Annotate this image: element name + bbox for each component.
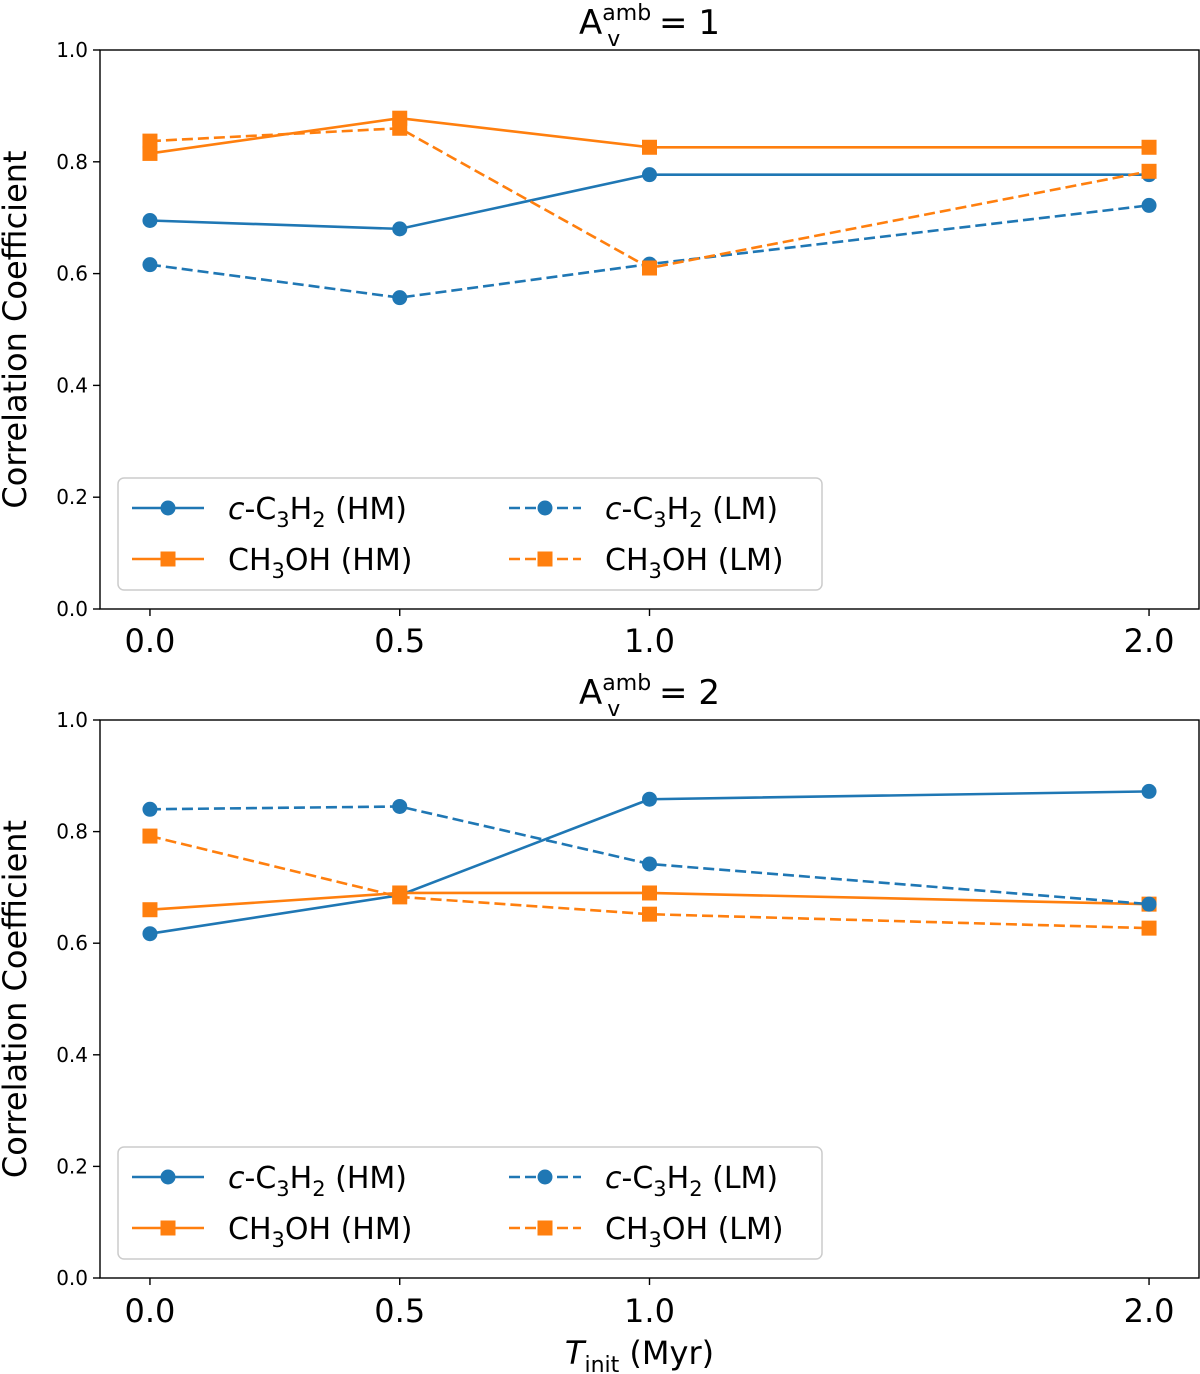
series-c-c3h2-lm-	[142, 197, 1157, 306]
y-axis-label: Correlation Coefficient	[0, 820, 34, 1178]
legend-marker	[537, 1169, 553, 1185]
legend-marker	[537, 1220, 553, 1236]
legend-label: c-C3H2 (HM)	[228, 1161, 407, 1201]
data-point	[1141, 163, 1157, 179]
axes-frame	[99, 719, 1200, 1279]
y-tick-label: 0.6	[56, 931, 88, 955]
data-point	[1141, 896, 1157, 912]
data-point	[142, 902, 158, 918]
data-point	[142, 133, 158, 149]
data-point	[642, 260, 657, 276]
data-point	[642, 167, 657, 183]
legend-item: c-C3H2 (LM)	[509, 1161, 778, 1201]
data-point	[142, 926, 158, 942]
legend-box	[117, 1146, 823, 1260]
legend-marker	[160, 1169, 176, 1185]
x-tick-label: 0.5	[374, 622, 425, 660]
series-ch3oh-lm-	[142, 828, 1157, 936]
y-tick-label: 0.4	[56, 373, 88, 397]
y-tick-label: 0.0	[56, 597, 88, 621]
x-axis-label: Tinit (Myr)	[565, 1334, 714, 1374]
chart-title: Aamb v = 1	[579, 1, 720, 52]
data-point	[642, 885, 657, 901]
legend-item: c-C3H2 (HM)	[132, 492, 407, 532]
x-tick-label: 0.5	[374, 1292, 425, 1330]
y-tick-label: 0.8	[56, 150, 88, 174]
data-point	[392, 221, 408, 237]
series-line	[149, 204, 1150, 299]
series-line	[149, 891, 1150, 912]
data-point	[642, 139, 657, 155]
legend-item: CH3OH (LM)	[509, 543, 784, 583]
data-point	[642, 856, 657, 872]
y-tick-label: 0.0	[56, 1266, 88, 1290]
data-point	[1141, 139, 1157, 155]
chart-title: Aamb v = 2	[579, 671, 720, 722]
x-tick-label: 2.0	[1124, 622, 1175, 660]
axes-frame	[99, 49, 1200, 610]
legend-marker	[160, 551, 176, 567]
series-line	[149, 173, 1150, 231]
chart-panel-2: Aamb v = 2 0.0 0.2 0.4 0.6 0.8 1.0 0.0 0.5 1.0 2.0 C…	[0, 671, 1200, 1374]
legend-label: c-C3H2 (LM)	[605, 492, 778, 532]
y-axis-label: Correlation Coefficient	[0, 150, 34, 508]
legend: c-C3H2 (HM) CH3OH (HM) c-C3H2 (LM) CH3OH (L…	[117, 1146, 823, 1260]
data-point	[1141, 783, 1157, 799]
data-point	[392, 120, 408, 136]
data-point	[642, 906, 657, 922]
data-point	[142, 257, 158, 273]
series-ch3oh-hm-	[142, 110, 1157, 161]
series-line	[149, 805, 1150, 906]
legend-label: CH3OH (LM)	[605, 1212, 784, 1252]
data-point	[142, 801, 158, 817]
data-point	[392, 290, 408, 306]
y-tick-label: 0.2	[56, 1154, 88, 1178]
legend-label: c-C3H2 (HM)	[228, 492, 407, 532]
x-tick-label: 0.0	[125, 1292, 176, 1330]
series-line	[149, 790, 1150, 935]
legend: c-C3H2 (HM) CH3OH (HM) c-C3H2 (LM) CH3OH (L…	[117, 477, 823, 591]
chart-panel-1: Aamb v = 1 0.0 0.2 0.4 0.6 0.8 1.0 0.0 0.5 1.0 2.0 C…	[0, 1, 1200, 660]
x-tick-label: 2.0	[1124, 1292, 1175, 1330]
series-line	[149, 116, 1150, 155]
data-point	[142, 828, 158, 844]
y-tick-label: 0.4	[56, 1043, 88, 1067]
data-point	[1141, 197, 1157, 213]
legend-label: CH3OH (HM)	[228, 1212, 412, 1252]
legend-label: CH3OH (HM)	[228, 543, 412, 583]
data-point	[142, 212, 158, 228]
data-point	[392, 798, 408, 814]
data-point	[642, 791, 657, 807]
x-tick-label: 1.0	[624, 1292, 675, 1330]
legend-marker	[537, 500, 553, 516]
series-line	[149, 834, 1150, 930]
legend-marker	[537, 551, 553, 567]
legend-marker	[160, 500, 176, 516]
x-tick-label: 1.0	[624, 622, 675, 660]
series-ch3oh-lm-	[142, 120, 1157, 276]
legend-label: CH3OH (LM)	[605, 543, 784, 583]
y-tick-label: 0.2	[56, 485, 88, 509]
legend-label: c-C3H2 (LM)	[605, 1161, 778, 1201]
legend-marker	[160, 1220, 176, 1236]
legend-item: CH3OH (HM)	[132, 543, 412, 583]
y-tick-label: 0.6	[56, 262, 88, 286]
data-point	[392, 889, 408, 905]
y-tick-label: 1.0	[56, 38, 88, 62]
data-point	[142, 145, 158, 161]
legend-item: c-C3H2 (HM)	[132, 1161, 407, 1201]
series-line	[149, 126, 1150, 270]
series-c-c3h2-lm-	[142, 798, 1157, 912]
y-tick-label: 1.0	[56, 708, 88, 732]
x-tick-label: 0.0	[125, 622, 176, 660]
legend-box	[117, 477, 823, 591]
data-point	[1141, 920, 1157, 936]
y-tick-label: 0.8	[56, 820, 88, 844]
legend-item: CH3OH (LM)	[509, 1212, 784, 1252]
legend-item: c-C3H2 (LM)	[509, 492, 778, 532]
series-c-c3h2-hm-	[142, 167, 1157, 237]
legend-item: CH3OH (HM)	[132, 1212, 412, 1252]
